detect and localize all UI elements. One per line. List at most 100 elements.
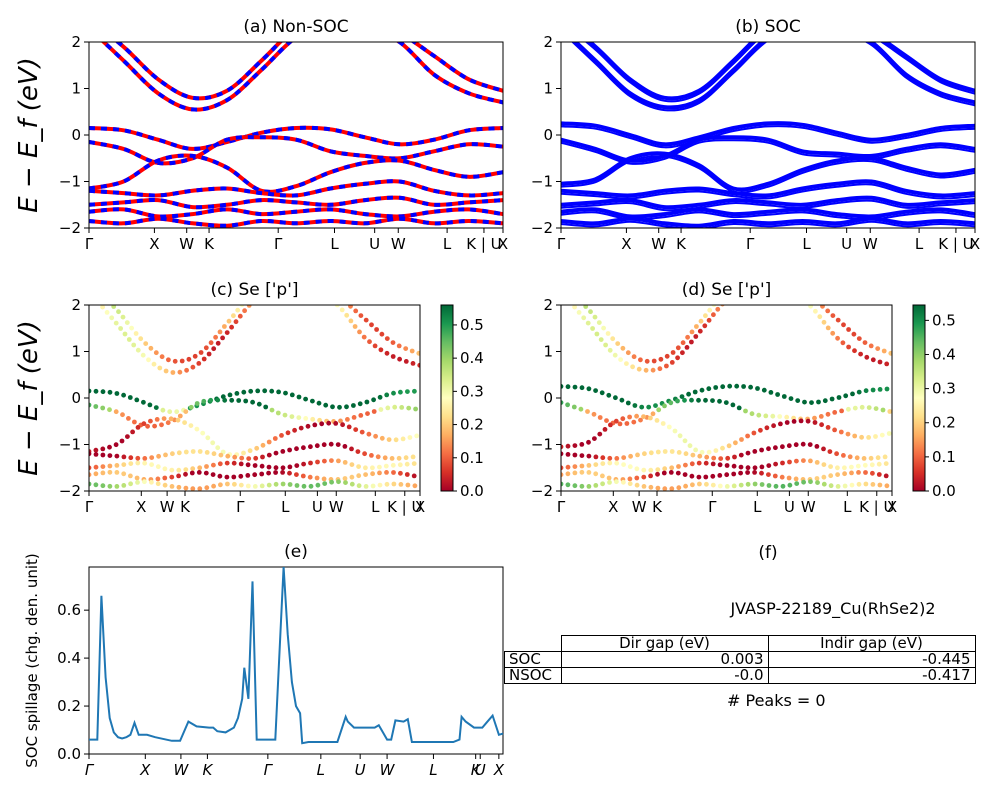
band-point bbox=[377, 464, 382, 470]
band-point bbox=[704, 481, 709, 487]
band-point bbox=[579, 453, 585, 458]
band-point bbox=[684, 345, 690, 350]
band-point bbox=[669, 360, 675, 365]
x-tick-label: L bbox=[371, 498, 380, 516]
band-point bbox=[100, 483, 106, 489]
band-point bbox=[252, 463, 258, 468]
band-point bbox=[238, 482, 244, 488]
band-point bbox=[92, 284, 97, 289]
band-point bbox=[220, 394, 226, 400]
band-point bbox=[634, 482, 640, 488]
y-tick-label: −2 bbox=[531, 482, 553, 500]
band-point bbox=[120, 314, 126, 320]
band-point bbox=[741, 384, 746, 389]
band-line-blue bbox=[89, 195, 503, 210]
band-point bbox=[572, 384, 578, 390]
band-point bbox=[745, 470, 750, 475]
band-point bbox=[198, 350, 204, 355]
band-line-blue bbox=[89, 216, 503, 228]
band-point bbox=[232, 481, 237, 487]
band-point bbox=[89, 481, 92, 487]
band-point bbox=[803, 299, 808, 304]
band-point bbox=[627, 476, 633, 482]
panel-title: (e) bbox=[284, 542, 308, 562]
band-point bbox=[369, 322, 374, 328]
x-tick-label: Γ bbox=[85, 761, 95, 779]
band-point bbox=[561, 451, 564, 457]
band-point bbox=[238, 461, 244, 467]
band-point bbox=[586, 470, 592, 475]
band-point bbox=[648, 484, 654, 490]
band-point bbox=[868, 343, 874, 349]
band-point bbox=[631, 354, 637, 360]
x-tick-label: X bbox=[415, 498, 425, 516]
band-point bbox=[349, 481, 355, 487]
band-point bbox=[100, 452, 106, 458]
band-point bbox=[113, 320, 119, 326]
band-point bbox=[561, 472, 564, 478]
band-point bbox=[598, 337, 604, 342]
band-point bbox=[602, 427, 608, 432]
band-point bbox=[143, 341, 149, 346]
band-point bbox=[391, 470, 396, 475]
band-point bbox=[417, 362, 420, 368]
plot-frame bbox=[560, 304, 893, 492]
band-point bbox=[397, 462, 403, 468]
band-point bbox=[685, 334, 690, 340]
band-point bbox=[266, 482, 272, 488]
band-point bbox=[296, 394, 302, 400]
band-point bbox=[396, 343, 402, 349]
band-point bbox=[344, 404, 349, 410]
band-point bbox=[883, 473, 889, 479]
band-point bbox=[404, 472, 410, 477]
band-point bbox=[814, 476, 820, 481]
band-point bbox=[93, 404, 99, 409]
band-point bbox=[259, 483, 265, 489]
band-point bbox=[225, 453, 231, 459]
band-point bbox=[391, 481, 397, 487]
band-point bbox=[703, 460, 709, 466]
band-line-split bbox=[561, 199, 975, 212]
band-point bbox=[862, 462, 868, 468]
band-point bbox=[808, 458, 813, 464]
band-point bbox=[745, 465, 751, 471]
band-point bbox=[820, 305, 825, 309]
band-point bbox=[336, 479, 341, 485]
band-point bbox=[680, 350, 685, 356]
band-point bbox=[403, 359, 409, 364]
band-point bbox=[135, 455, 141, 461]
band-point bbox=[655, 471, 660, 477]
band-point bbox=[149, 479, 154, 485]
band-point bbox=[411, 461, 417, 466]
band-point bbox=[791, 419, 797, 424]
band-point bbox=[777, 414, 783, 419]
band-point bbox=[682, 397, 687, 403]
band-point bbox=[183, 471, 188, 477]
x-tick-label: X bbox=[498, 235, 508, 253]
band-point bbox=[121, 483, 127, 488]
band-point bbox=[572, 470, 578, 476]
band-point bbox=[621, 462, 626, 467]
band-point bbox=[585, 320, 591, 326]
band-point bbox=[217, 461, 223, 467]
band-line-split bbox=[571, 42, 975, 112]
band-point bbox=[245, 473, 251, 478]
band-point bbox=[241, 450, 246, 456]
band-point bbox=[204, 485, 210, 491]
band-point bbox=[583, 305, 589, 309]
band-point bbox=[607, 347, 613, 353]
band-point bbox=[89, 388, 92, 394]
band-point bbox=[215, 445, 221, 451]
band-line bbox=[561, 151, 975, 192]
band-point bbox=[648, 415, 653, 421]
band-point bbox=[348, 318, 354, 324]
band-point bbox=[617, 421, 623, 427]
band-point bbox=[643, 367, 649, 373]
band-point bbox=[231, 313, 236, 319]
band-point bbox=[334, 305, 340, 308]
band-point bbox=[323, 402, 329, 408]
band-point bbox=[245, 483, 251, 489]
band-point bbox=[809, 295, 814, 300]
band-point bbox=[170, 451, 175, 457]
band-point bbox=[305, 423, 311, 429]
